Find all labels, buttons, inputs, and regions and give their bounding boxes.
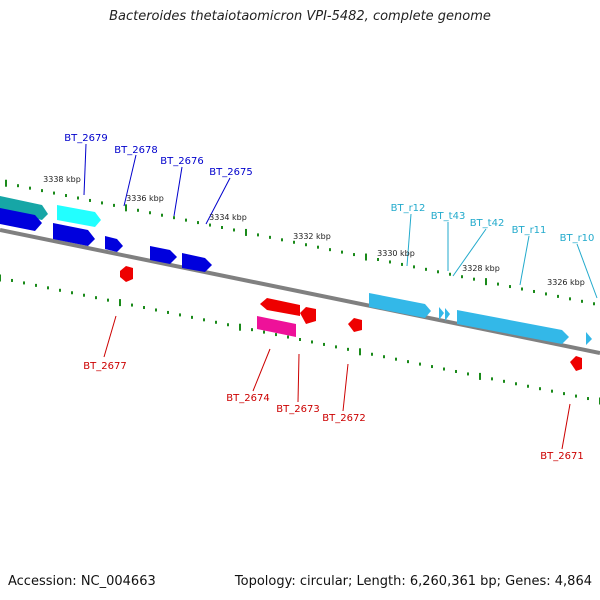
leader-line — [103, 315, 117, 358]
leader-line — [83, 143, 87, 196]
leader-line — [173, 166, 183, 217]
gene-label-reverse[interactable]: BT_2673 — [276, 404, 319, 415]
rna-label[interactable]: BT_r12 — [391, 203, 426, 214]
scale-ticks — [0, 179, 600, 405]
leader-line — [406, 213, 412, 267]
accession-text: Accession: NC_004663 — [8, 574, 156, 589]
rna-arrow[interactable] — [586, 332, 592, 345]
leader-line — [342, 363, 349, 412]
gene-arrow-forward[interactable] — [0, 208, 42, 231]
forward-leader-lines — [83, 143, 231, 225]
gene-arrow-forward[interactable] — [0, 196, 48, 220]
scale-label: 3330 kbp — [377, 249, 415, 258]
gene-arrow-reverse[interactable] — [570, 356, 582, 371]
scale-label: 3338 kbp — [43, 175, 81, 184]
rna-arrow[interactable] — [445, 308, 450, 321]
scale-label: 3334 kbp — [209, 213, 247, 222]
reverse-leader-lines — [103, 315, 571, 450]
gene-label-reverse[interactable]: BT_2671 — [540, 451, 583, 462]
genome-title: Bacteroides thetaiotaomicron VPI-5482, c… — [109, 9, 491, 24]
rna-label[interactable]: BT_r11 — [512, 225, 547, 236]
rna-arrow[interactable] — [369, 293, 431, 318]
gene-arrow-forward[interactable] — [57, 205, 101, 227]
leader-line — [561, 403, 571, 450]
scale-label: 3328 kbp — [462, 264, 500, 273]
scale-label: 3332 kbp — [293, 232, 331, 241]
forward-label-group: BT_2679 BT_2678 BT_2676 BT_2675 — [64, 133, 252, 178]
rna-arrow[interactable] — [457, 310, 569, 344]
rna-arrow[interactable] — [439, 307, 444, 320]
leader-line — [452, 228, 487, 277]
gene-label-reverse[interactable]: BT_2677 — [83, 361, 126, 372]
scale-label: 3326 kbp — [547, 278, 585, 287]
forward-gene-group — [0, 196, 212, 272]
gene-arrow-forward[interactable] — [105, 236, 123, 252]
leader-line — [297, 353, 300, 403]
gene-arrow-reverse[interactable] — [120, 266, 133, 282]
genome-backbone — [0, 228, 600, 355]
gene-label-forward[interactable]: BT_2679 — [64, 133, 107, 144]
gene-arrow-reverse[interactable] — [348, 318, 362, 332]
leader-line — [576, 243, 598, 299]
leader-line — [205, 177, 231, 225]
gene-label-forward[interactable]: BT_2676 — [160, 156, 203, 167]
leader-line — [123, 154, 137, 207]
gene-arrow-forward[interactable] — [53, 223, 95, 246]
gene-arrow-reverse[interactable] — [260, 298, 300, 316]
gene-arrow-reverse[interactable] — [300, 307, 316, 324]
gene-label-forward[interactable]: BT_2675 — [209, 167, 252, 178]
rna-feature-group — [369, 293, 592, 345]
gene-label-forward[interactable]: BT_2678 — [114, 145, 157, 156]
reverse-label-group: BT_2677 BT_2674 BT_2673 BT_2672 BT_2671 — [83, 361, 583, 462]
reverse-gene-group — [120, 266, 582, 371]
leader-line — [519, 235, 530, 286]
scale-label-group: 3338 kbp 3336 kbp 3334 kbp 3332 kbp 3330… — [43, 175, 585, 287]
rna-label[interactable]: BT_t43 — [431, 211, 466, 222]
gene-arrow-forward[interactable] — [182, 253, 212, 272]
rna-leader-lines — [406, 213, 598, 299]
gene-label-reverse[interactable]: BT_2672 — [322, 413, 365, 424]
gene-arrow-forward[interactable] — [150, 246, 177, 264]
rna-label[interactable]: BT_r10 — [560, 233, 595, 244]
leader-line — [252, 348, 271, 392]
gene-label-reverse[interactable]: BT_2674 — [226, 393, 269, 404]
rna-label-group: BT_r12 BT_t43 BT_t42 BT_r11 BT_r10 — [391, 203, 595, 244]
scale-label: 3336 kbp — [126, 194, 164, 203]
gene-arrow-reverse[interactable] — [257, 316, 296, 337]
genome-summary-text: Topology: circular; Length: 6,260,361 bp… — [234, 574, 592, 589]
rna-label[interactable]: BT_t42 — [470, 218, 505, 229]
